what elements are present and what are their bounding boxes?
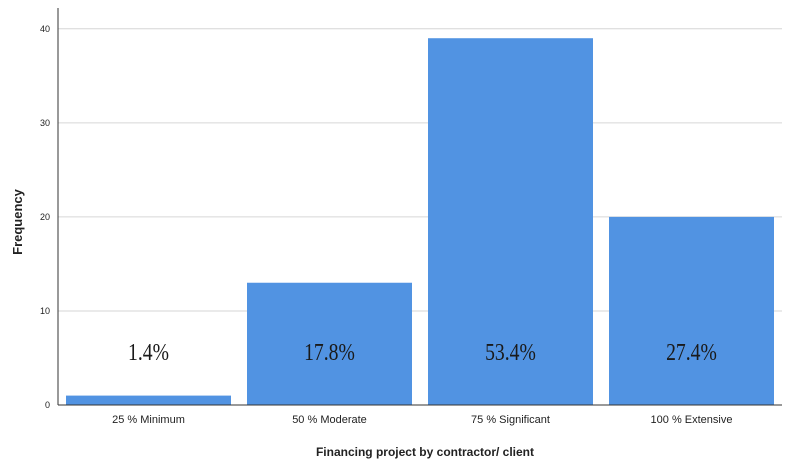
data-label: 53.4% [485, 338, 536, 365]
y-tick-labels: 0 10 20 30 40 [40, 24, 50, 410]
y-tick-label: 40 [40, 24, 50, 34]
y-axis-label: Frequency [10, 188, 25, 255]
bar [609, 216, 774, 405]
y-tick-label: 20 [40, 212, 50, 222]
axes [57, 8, 782, 406]
bar [66, 395, 231, 405]
bar [428, 38, 593, 405]
x-tick-label: 50 % Moderate [292, 414, 367, 426]
x-tick-labels: 25 % Minimum 50 % Moderate 75 % Significan… [112, 414, 732, 426]
x-tick-label: 100 % Extensive [651, 414, 733, 426]
x-tick-label: 75 % Significant [471, 414, 550, 426]
y-tick-label: 0 [45, 400, 50, 410]
data-label: 27.4% [666, 338, 717, 365]
bar [247, 282, 412, 405]
bars [66, 38, 774, 405]
data-label: 17.8% [304, 338, 355, 365]
data-labels: 1.4% 17.8% 53.4% 27.4% [128, 338, 717, 365]
y-tick-label: 10 [40, 306, 50, 316]
y-tick-label: 30 [40, 118, 50, 128]
x-axis-label: Financing project by contractor/ client [316, 445, 534, 459]
data-label: 1.4% [128, 338, 169, 365]
x-tick-label: 25 % Minimum [112, 414, 185, 426]
